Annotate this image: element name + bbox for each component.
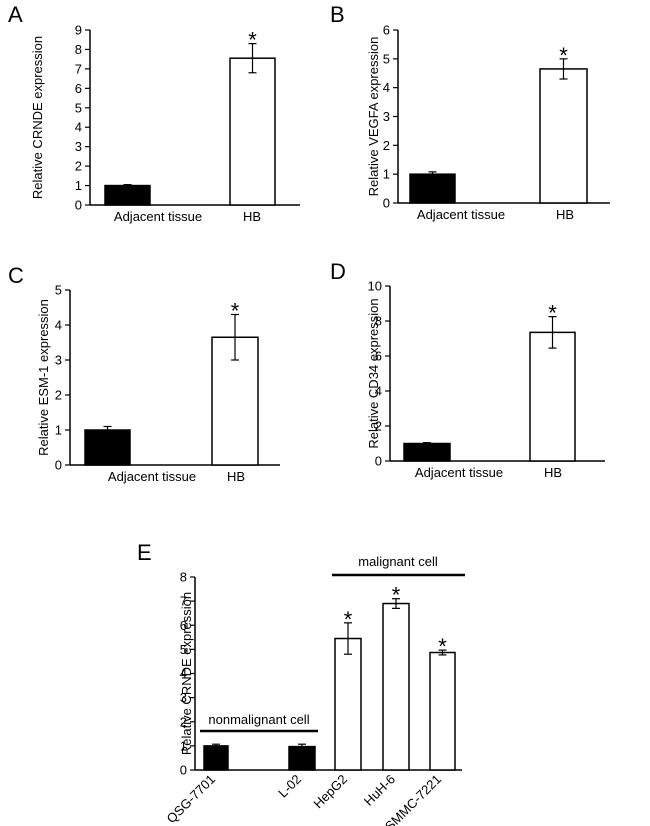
group-label: nonmalignant cell xyxy=(208,712,309,727)
x-tick-label: HepG2 xyxy=(310,772,350,812)
y-tick-label: 3 xyxy=(383,109,390,124)
y-tick-label: 4 xyxy=(55,318,62,333)
significance-star: * xyxy=(231,299,240,324)
bar xyxy=(382,602,410,771)
y-tick-label: 5 xyxy=(55,283,62,298)
panel-letter: C xyxy=(8,263,24,288)
x-tick-label: Adjacent tissue xyxy=(108,469,196,484)
y-tick-label: 8 xyxy=(75,42,82,57)
bar xyxy=(334,637,362,771)
y-tick-label: 3 xyxy=(75,139,82,154)
chart-panel-c: C 0 1 2 3 4 5 Relative ESM-1 expression Adjacent… xyxy=(8,263,280,484)
y-axis-label: Relative CRNDE expression xyxy=(30,36,45,199)
bar xyxy=(104,184,151,206)
y-axis-label: Relative VEGFA expression xyxy=(366,37,381,197)
y-axis-label: Relative ESM-1 expression xyxy=(36,299,51,456)
y-tick-label: 4 xyxy=(375,384,382,399)
y-tick-label: 7 xyxy=(75,61,82,76)
x-tick-label: Adjacent tissue xyxy=(417,207,505,222)
y-tick-label: 1 xyxy=(55,423,62,438)
group-label: malignant cell xyxy=(358,554,438,569)
y-tick-label: 6 xyxy=(375,349,382,364)
y-tick-label: 4 xyxy=(180,666,187,681)
y-tick-label: 1 xyxy=(180,738,187,753)
bar xyxy=(203,745,229,771)
y-tick-label: 2 xyxy=(180,714,187,729)
chart-panel-e: E 0 1 2 3 4 5 6 7 8 Relative CRNDE expression QSG-7… xyxy=(137,540,465,826)
y-tick-label: 2 xyxy=(55,388,62,403)
y-tick-label: 8 xyxy=(180,570,187,585)
chart-panel-d: D 0 2 4 6 8 10 Relative CD34 expression Adjacent… xyxy=(330,259,605,480)
y-tick-label: 5 xyxy=(180,642,187,657)
y-tick-label: 0 xyxy=(375,454,382,469)
y-tick-label: 2 xyxy=(383,138,390,153)
y-tick-label: 1 xyxy=(75,178,82,193)
y-tick-label: 8 xyxy=(375,314,382,329)
x-tick-label: L-02 xyxy=(275,772,304,801)
bar xyxy=(539,68,588,204)
panel-letter: B xyxy=(330,2,345,27)
x-tick-label: HB xyxy=(544,465,562,480)
x-tick-label: Adjacent tissue xyxy=(415,465,503,480)
chart-panel-a: A 0 1 2 3 4 5 6 7 8 9 Relative CRNDE expression Adja… xyxy=(8,2,300,224)
bar xyxy=(288,745,316,771)
panel-letter: E xyxy=(137,540,152,565)
y-tick-label: 4 xyxy=(75,120,82,135)
y-tick-label: 0 xyxy=(383,196,390,211)
bar xyxy=(84,429,131,466)
y-tick-label: 0 xyxy=(75,198,82,213)
bar xyxy=(409,173,456,204)
bar xyxy=(529,331,576,462)
bar xyxy=(403,442,451,462)
significance-star: * xyxy=(344,607,353,632)
x-tick-label: QSG-7701 xyxy=(164,772,219,826)
y-tick-label: 0 xyxy=(55,458,62,473)
y-tick-label: 10 xyxy=(368,279,382,294)
y-tick-label: 5 xyxy=(383,51,390,66)
y-tick-label: 4 xyxy=(383,80,390,95)
y-tick-label: 1 xyxy=(383,167,390,182)
y-tick-label: 3 xyxy=(55,353,62,368)
significance-star: * xyxy=(248,28,257,53)
y-axis-label: Relative CRNDE expression xyxy=(179,592,194,755)
y-tick-label: 0 xyxy=(180,763,187,778)
y-tick-label: 6 xyxy=(75,81,82,96)
significance-star: * xyxy=(392,583,401,608)
x-tick-label: HB xyxy=(243,209,261,224)
panel-letter: A xyxy=(8,2,23,27)
y-tick-label: 6 xyxy=(180,618,187,633)
x-tick-label: HB xyxy=(227,469,245,484)
bar xyxy=(429,651,456,771)
bar xyxy=(229,57,276,206)
y-tick-label: 7 xyxy=(180,594,187,609)
significance-star: * xyxy=(438,634,447,659)
x-tick-label: HuH-6 xyxy=(361,772,398,809)
x-tick-label: HB xyxy=(556,207,574,222)
y-tick-label: 6 xyxy=(383,23,390,38)
y-tick-label: 2 xyxy=(375,419,382,434)
y-axis-label: Relative CD34 expression xyxy=(366,298,381,448)
x-tick-label: Adjacent tissue xyxy=(114,209,202,224)
y-tick-label: 5 xyxy=(75,100,82,115)
significance-star: * xyxy=(548,301,557,326)
panel-letter: D xyxy=(330,259,346,284)
significance-star: * xyxy=(559,43,568,68)
y-tick-label: 2 xyxy=(75,159,82,174)
y-tick-label: 3 xyxy=(180,690,187,705)
y-tick-label: 9 xyxy=(75,23,82,38)
